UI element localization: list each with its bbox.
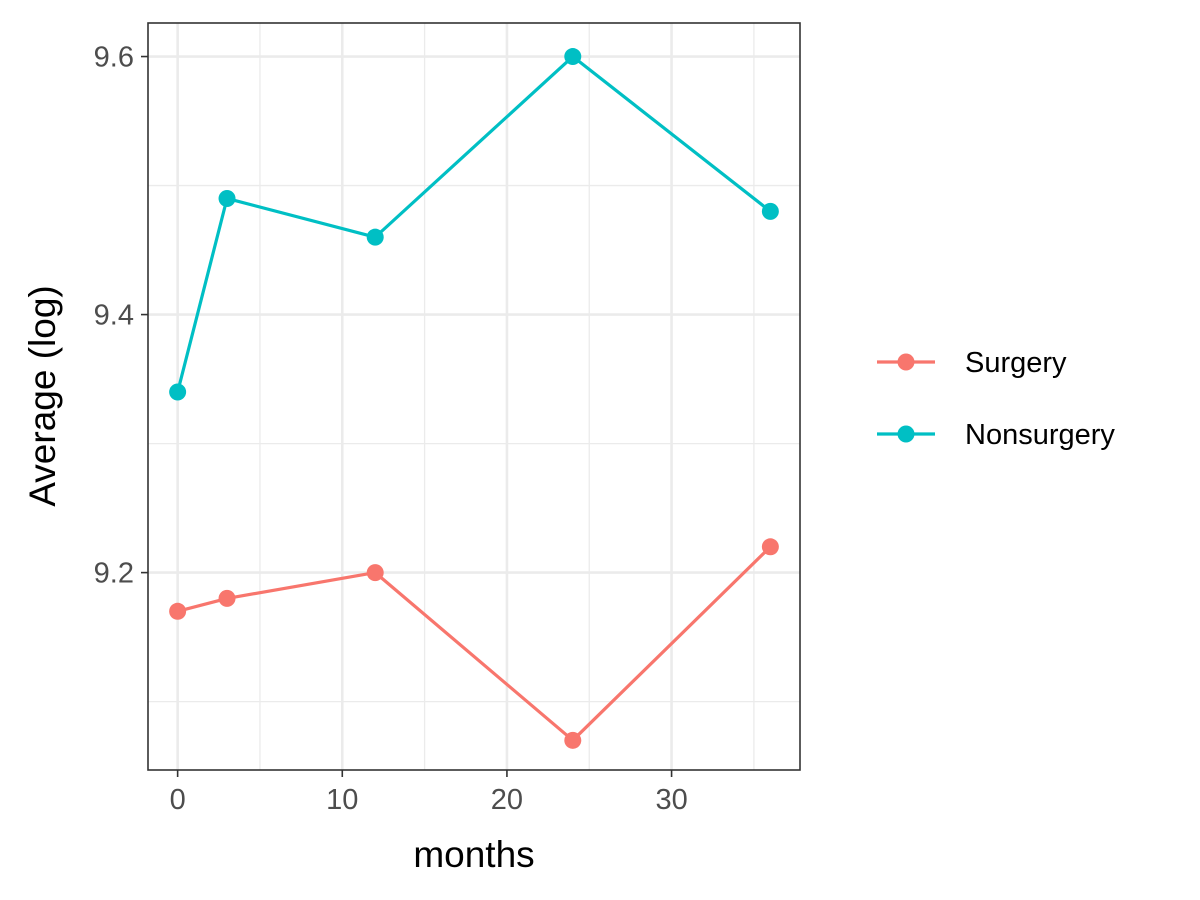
nonsurgery-point [761,202,779,220]
surgery-point [564,731,582,749]
nonsurgery-legend-key-point [897,425,915,443]
x-tick-label: 20 [491,784,523,816]
nonsurgery-point [366,228,384,246]
y-tick-label: 9.4 [94,300,134,332]
y-tick-label: 9.2 [94,558,134,590]
minor-gridlines [148,23,800,770]
nonsurgery-legend-label: Nonsurgery [965,419,1115,451]
x-tick-label: 30 [655,784,687,816]
surgery-point [761,538,779,556]
axis-ticks [141,55,673,777]
series-layer [169,48,779,749]
legend: Surgery Nonsurgery [877,347,1115,451]
x-tick-label: 0 [170,784,186,816]
surgery-point [366,564,384,582]
nonsurgery-point [564,48,582,66]
surgery-point [169,602,187,620]
x-tick-label: 10 [326,784,358,816]
surgery-legend-label: Surgery [965,347,1067,379]
surgery-legend-key-point [897,353,915,371]
nonsurgery-point [169,383,187,401]
x-axis-title: months [413,834,534,875]
y-axis-title: Average (log) [22,285,63,506]
panel-border [147,22,801,771]
y-tick-label: 9.6 [94,42,134,74]
nonsurgery-point [218,189,236,207]
surgery-point [218,589,236,607]
tick-labels: 0 10 20 30 9.2 9.4 9.6 [94,42,688,816]
